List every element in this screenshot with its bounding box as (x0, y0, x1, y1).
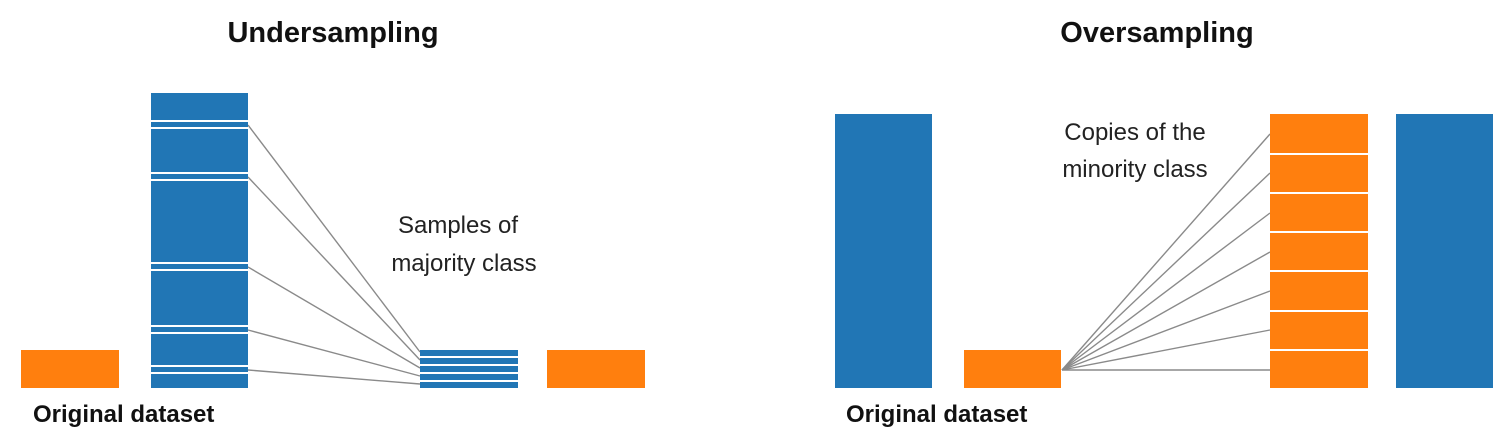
undersampling-panel: Undersampling (21, 17, 645, 428)
undersampling-reduced-majority-bar (420, 350, 518, 388)
oversampling-note-line2: minority class (1062, 156, 1207, 183)
undersampling-link (247, 266, 421, 369)
oversampling-link (1061, 290, 1271, 371)
undersampling-link (247, 329, 421, 377)
undersampling-caption: Original dataset (33, 401, 214, 428)
oversampling-links (1061, 133, 1271, 371)
undersampling-link (247, 176, 421, 361)
oversampling-original-majority-bar (835, 114, 932, 388)
undersampling-title: Undersampling (227, 17, 438, 49)
oversampling-panel: Oversampling Copies of the min (835, 17, 1493, 428)
undersampling-reduced-separators (420, 356, 518, 382)
undersampling-minority-bar (547, 350, 645, 388)
undersampling-note-line1: Samples of (398, 212, 518, 239)
oversampling-link (1061, 133, 1271, 371)
undersampling-links (247, 124, 421, 385)
undersampling-note-line2: majority class (391, 250, 536, 277)
undersampling-original-minority-bar (21, 350, 119, 388)
oversampling-link (1061, 212, 1271, 371)
oversampling-copy-separators (1270, 153, 1368, 351)
undersampling-link (247, 124, 421, 353)
oversampling-title: Oversampling (1060, 17, 1253, 49)
undersampling-original-majority-bar (151, 93, 248, 388)
undersampling-link (247, 369, 421, 385)
oversampling-link (1061, 251, 1271, 371)
oversampling-link (1061, 172, 1271, 371)
oversampling-link (1061, 329, 1271, 371)
oversampling-majority-bar (1396, 114, 1493, 388)
undersampling-sample-markers (151, 120, 248, 374)
oversampling-caption: Original dataset (846, 401, 1027, 428)
oversampling-original-minority-bar (964, 350, 1061, 388)
oversampling-minority-copies-bar (1270, 114, 1368, 388)
oversampling-note-line1: Copies of the (1064, 119, 1205, 146)
